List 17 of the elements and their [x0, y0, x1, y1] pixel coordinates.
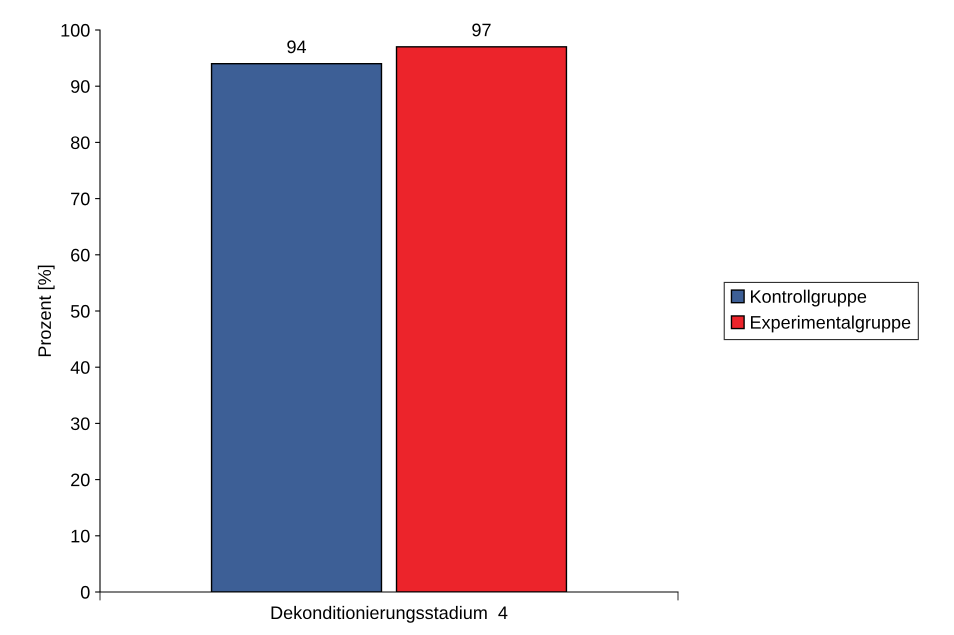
y-tick-label: 20: [71, 474, 90, 486]
y-tick-label: 30: [70, 417, 90, 430]
legend-label: Experimentalgruppe: [751, 316, 910, 332]
y-tick-label: 0: [80, 586, 90, 599]
y-tick-label: 50: [70, 304, 90, 318]
y-axis-title: Prozent [%]: [38, 266, 55, 356]
y-tick-label: 100: [62, 24, 90, 37]
x-tick-label: Dekonditionierungsstadium 4: [272, 606, 508, 623]
y-tick-label: 60: [71, 248, 90, 262]
y-tick-label: 70: [71, 192, 90, 206]
data-label: 97: [472, 24, 491, 36]
y-tick-label: 90: [71, 80, 90, 93]
legend-label: Kontrollgruppe: [751, 290, 866, 306]
data-label: 94: [287, 40, 306, 54]
y-tick-label: 40: [70, 361, 90, 374]
y-tick-label: 10: [72, 530, 90, 543]
y-tick-label: 80: [70, 136, 90, 150]
